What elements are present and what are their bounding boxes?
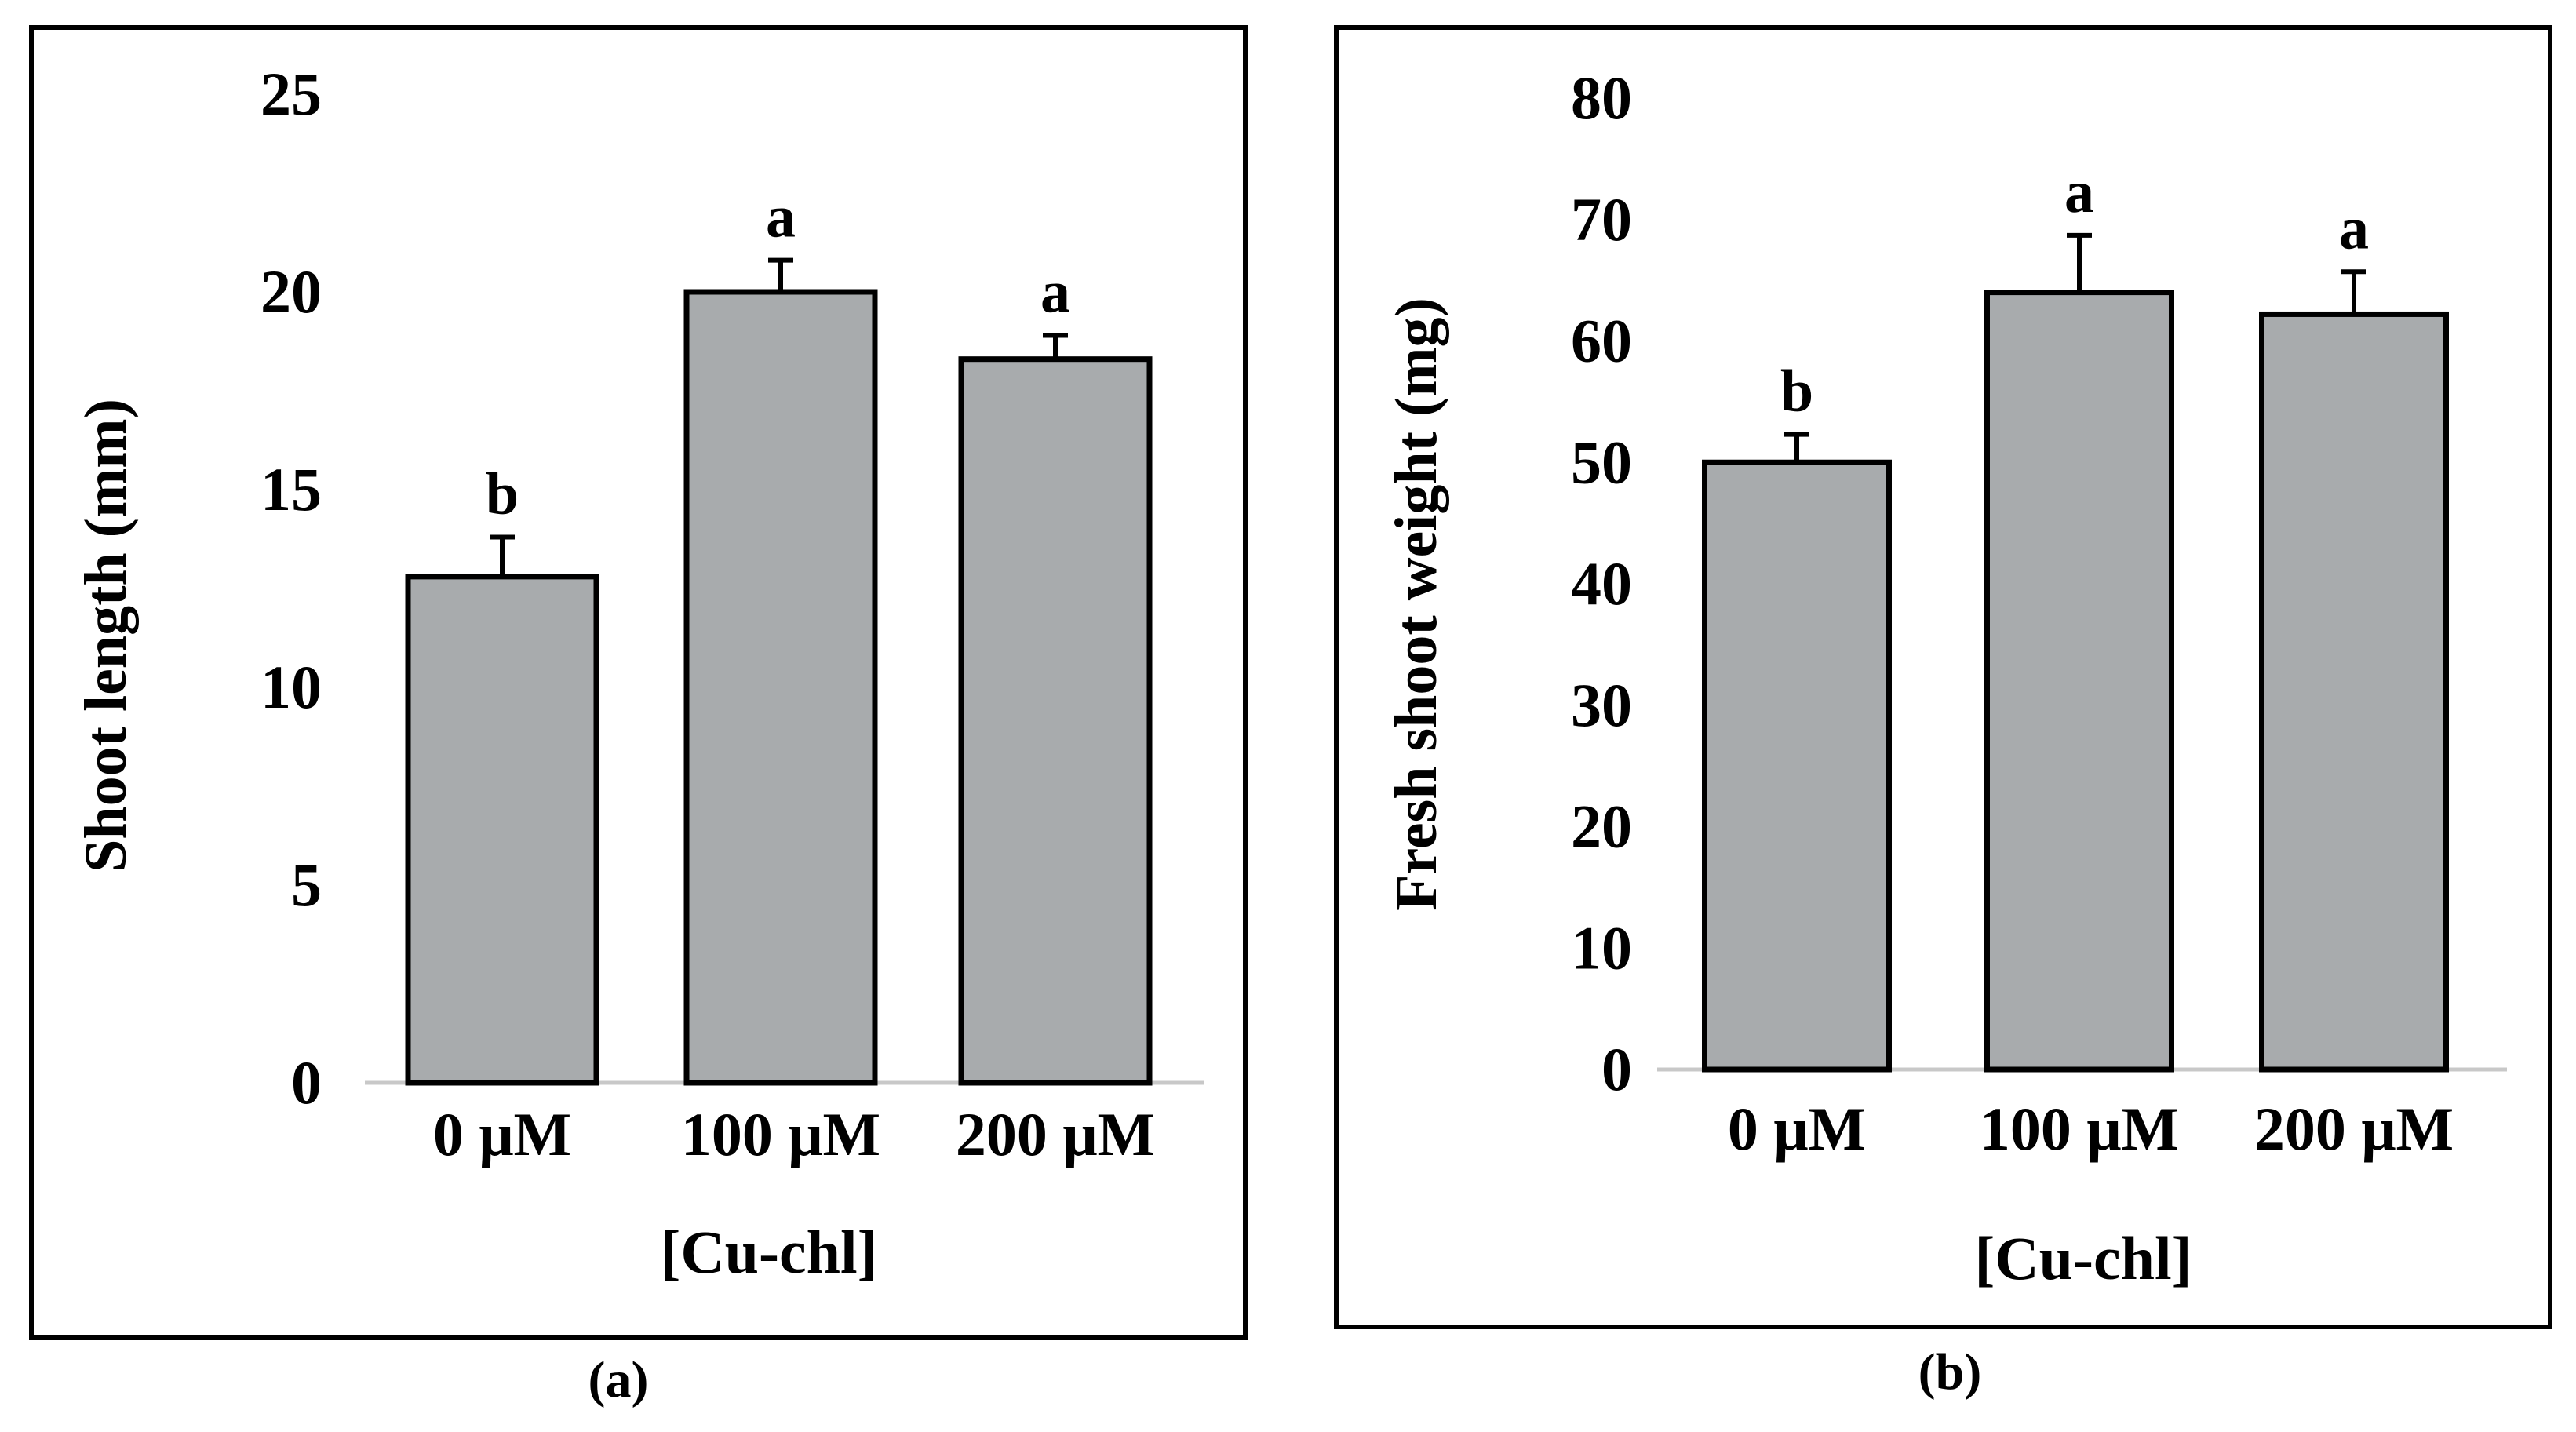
panel-b-error-bar xyxy=(1784,432,1809,463)
panel-b-error-bars xyxy=(1784,232,2366,463)
panel-a-category-labels: 0 μM 100 μM 200 μM xyxy=(433,1100,1155,1168)
panel-a-bar xyxy=(958,356,1153,1086)
panel-b-bars xyxy=(1702,290,2449,1073)
panel-a-ytick-label: 25 xyxy=(261,60,322,128)
panel-b-y-ticks: 0 10 20 30 40 50 60 70 80 xyxy=(1571,64,1632,1103)
panel-a-ylabel: Shoot length (mm) xyxy=(73,399,139,873)
panel-b-category-label: 0 μM xyxy=(1728,1095,1866,1163)
panel-a-error-bar xyxy=(1043,333,1068,359)
panel-b-ytick-label: 50 xyxy=(1571,428,1632,496)
panel-b-ytick-label: 70 xyxy=(1571,185,1632,253)
panel-a-error-bars xyxy=(490,257,1068,577)
panel-b-error-bar xyxy=(2341,269,2366,315)
panel-a-y-ticks: 0 5 10 15 20 25 xyxy=(261,60,322,1117)
panel-a-significance-labels: b a a xyxy=(486,184,1070,527)
panel-b-ytick-label: 10 xyxy=(1571,913,1632,982)
panel-a-bars xyxy=(405,289,1153,1086)
panel-b-error-bar xyxy=(2067,232,2092,293)
panel-b-xlabel: [Cu-chl] xyxy=(1974,1224,2192,1292)
panel-b-significance-label: a xyxy=(2339,195,2369,261)
panel-a-category-label: 200 μM xyxy=(956,1100,1155,1168)
panel-b-bar xyxy=(1702,459,1892,1073)
panel-a-error-bar xyxy=(768,257,793,292)
panel-b-ylabel: Fresh shoot weight (mg) xyxy=(1383,297,1449,911)
panel-b-significance-label: b xyxy=(1780,359,1813,424)
panel-a-bar xyxy=(683,289,878,1086)
panel-a-xlabel: [Cu-chl] xyxy=(660,1218,877,1286)
panel-b-caption: (b) xyxy=(1918,1343,1982,1401)
panel-a-category-label: 0 μM xyxy=(433,1100,571,1168)
panel-b-ytick-label: 60 xyxy=(1571,307,1632,375)
panel-b-ytick-label: 40 xyxy=(1571,549,1632,618)
panel-a-ytick-label: 20 xyxy=(261,257,322,326)
panel-b-category-labels: 0 μM 100 μM 200 μM xyxy=(1728,1095,2454,1163)
panel-b-ytick-label: 20 xyxy=(1571,793,1632,861)
panel-b-ytick-label: 80 xyxy=(1571,64,1632,132)
panel-b-frame xyxy=(1334,25,2552,1329)
panel-b-ytick-label: 30 xyxy=(1571,671,1632,739)
panel-a-error-bar xyxy=(490,534,515,577)
panel-b-significance-label: a xyxy=(2064,159,2094,225)
panel-a-ytick-label: 0 xyxy=(291,1048,322,1117)
panel-b-bar xyxy=(1984,290,2174,1073)
panel-a-significance-label: a xyxy=(766,184,796,250)
panel-a-significance-label: a xyxy=(1040,259,1070,325)
panel-a-ytick-label: 10 xyxy=(261,653,322,721)
panel-b-category-label: 200 μM xyxy=(2254,1095,2454,1163)
panel-b-significance-labels: b a a xyxy=(1780,159,2369,424)
panel-a-category-label: 100 μM xyxy=(681,1100,880,1168)
panel-a: Shoot length (mm) 0 5 10 15 20 25 b a a 0 μM 100… xyxy=(29,25,1248,1340)
panel-a-ytick-label: 5 xyxy=(291,851,322,919)
panel-b-bar xyxy=(2259,311,2449,1073)
panel-a-caption: (a) xyxy=(588,1351,649,1408)
panel-b-category-label: 100 μM xyxy=(1980,1095,2179,1163)
panel-a-ytick-label: 15 xyxy=(261,455,322,523)
panel-a-bar xyxy=(405,574,599,1086)
panel-b-ytick-label: 0 xyxy=(1601,1035,1632,1103)
panel-a-frame xyxy=(29,25,1248,1340)
panel-a-significance-label: b xyxy=(486,461,519,527)
panel-b: Fresh shoot weight (mg) 0 10 20 30 40 50 60 70 8… xyxy=(1334,25,2552,1329)
